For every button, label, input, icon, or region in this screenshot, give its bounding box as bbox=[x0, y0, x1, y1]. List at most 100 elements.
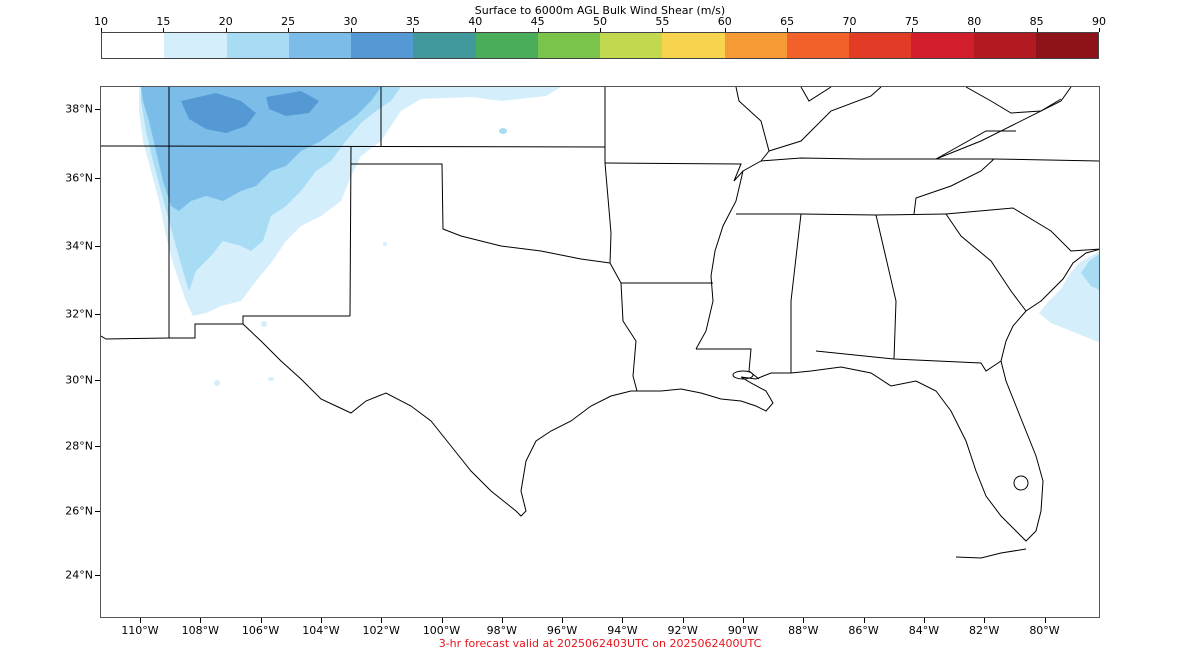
latitude-tick bbox=[95, 446, 100, 447]
colorado-oklahoma-south-border bbox=[101, 145, 606, 148]
latitude-tick bbox=[95, 246, 100, 247]
colorbar-segment bbox=[475, 33, 538, 58]
lake-pontchartrain bbox=[732, 370, 754, 380]
latitude-label: 30°N bbox=[65, 373, 93, 387]
colorbar-segment bbox=[351, 33, 414, 58]
longitude-label: 96°W bbox=[546, 624, 578, 637]
colorbar-segment bbox=[600, 33, 663, 58]
mississippi-river bbox=[695, 170, 744, 350]
ga-sc-border bbox=[945, 213, 1027, 312]
colorbar-tick-label: 50 bbox=[593, 15, 607, 28]
longitude-label: 94°W bbox=[607, 624, 638, 637]
colorbar-title: Surface to 6000m AGL Bulk Wind Shear (m/… bbox=[474, 4, 726, 17]
longitude-label: 108°W bbox=[181, 624, 219, 637]
colorbar-tick-label: 10 bbox=[94, 15, 108, 28]
colorbar-tick-label: 45 bbox=[530, 15, 545, 28]
atlantic-coast bbox=[1000, 249, 1099, 362]
colorbar-tick-label: 65 bbox=[780, 15, 795, 28]
nm-texas-border bbox=[349, 145, 352, 317]
colorbar-tick-label: 40 bbox=[468, 15, 483, 28]
latitude-label: 34°N bbox=[65, 239, 93, 253]
ohio-wv-border bbox=[935, 87, 1072, 160]
shear-speck-1 bbox=[214, 380, 220, 386]
colorbar-segment bbox=[724, 33, 787, 58]
longitude-label: 88°W bbox=[788, 624, 819, 637]
colorbar-segment bbox=[786, 33, 849, 58]
colorbar-tick-mark bbox=[350, 28, 352, 32]
colorbar-tick-label: 20 bbox=[218, 15, 233, 28]
latitude-label: 38°N bbox=[65, 102, 93, 116]
az-mexico-border bbox=[101, 335, 170, 340]
shear-speck-4 bbox=[499, 128, 507, 134]
longitude-tick bbox=[320, 618, 322, 623]
shear-speck-5 bbox=[383, 242, 387, 246]
longitude-tick bbox=[863, 618, 865, 623]
colorbar-tick-mark bbox=[911, 28, 913, 32]
latitude-tick bbox=[95, 109, 100, 110]
colorbar-tick-mark bbox=[288, 28, 290, 32]
colorbar-tick-label: 35 bbox=[405, 15, 420, 28]
longitude-label: 106°W bbox=[241, 624, 280, 637]
shear-speck-2 bbox=[268, 377, 274, 381]
al-ga-border bbox=[875, 214, 897, 360]
longitude-tick bbox=[381, 618, 383, 623]
longitude-tick bbox=[501, 618, 503, 623]
latitude-tick bbox=[95, 380, 100, 381]
longitude-tick bbox=[260, 618, 262, 623]
colorbar-tick-label: 60 bbox=[717, 15, 732, 28]
texas-panhandle bbox=[351, 163, 611, 264]
kentucky-va bbox=[935, 130, 1016, 160]
shear-field-30-35-b bbox=[266, 91, 319, 116]
longitude-tick bbox=[803, 618, 805, 623]
colorbar-segment bbox=[1035, 33, 1098, 58]
missouri-ky-border bbox=[760, 157, 1099, 162]
indiana-ohio bbox=[800, 87, 832, 102]
nc-sc-border bbox=[945, 207, 1099, 252]
colorbar-tick-mark bbox=[225, 28, 227, 32]
longitude-label: 104°W bbox=[302, 624, 340, 637]
colorbar-tick-mark bbox=[101, 28, 102, 32]
la-ms-border bbox=[696, 348, 760, 380]
nm-mexico-border bbox=[169, 315, 350, 339]
colorbar bbox=[101, 32, 1099, 59]
colorbar-segment bbox=[102, 33, 165, 58]
florida-keys bbox=[955, 548, 1027, 559]
longitude-label: 92°W bbox=[667, 624, 698, 637]
colorbar-tick-label: 25 bbox=[281, 15, 296, 28]
colorbar-segment bbox=[849, 33, 912, 58]
colorbar-tick-mark bbox=[724, 28, 726, 32]
wv-va-border bbox=[965, 87, 1062, 114]
longitude-label: 98°W bbox=[486, 624, 517, 637]
colorbar-tick-mark bbox=[412, 28, 414, 32]
colorbar-tick-label: 90 bbox=[1092, 15, 1106, 28]
colorbar-segment bbox=[973, 33, 1036, 58]
florida-panhandle-coast bbox=[790, 360, 1044, 542]
colorbar-tick-mark bbox=[849, 28, 851, 32]
longitude-label: 84°W bbox=[908, 624, 940, 637]
latitude-label: 36°N bbox=[65, 171, 93, 185]
longitude-label: 102°W bbox=[362, 624, 400, 637]
colorbar-tick-label: 15 bbox=[156, 15, 171, 28]
colorbar-segment bbox=[662, 33, 725, 58]
arkansas-louisiana-border bbox=[609, 262, 713, 284]
map-frame bbox=[100, 86, 1100, 618]
texas-louisiana-border bbox=[620, 282, 638, 392]
illinois-indiana bbox=[735, 87, 770, 162]
longitude-tick bbox=[562, 618, 564, 623]
longitude-tick bbox=[622, 618, 624, 623]
colorbar-segment bbox=[226, 33, 289, 58]
longitude-label: 82°W bbox=[969, 624, 1000, 637]
colorbar-tick-mark bbox=[974, 28, 976, 32]
colorbar-segment bbox=[288, 33, 351, 58]
kentucky-ohio-river bbox=[768, 87, 882, 152]
colorbar-tick-label: 80 bbox=[967, 15, 982, 28]
fl-panhandle-border bbox=[815, 350, 1002, 372]
state-borders bbox=[101, 87, 1099, 392]
colorbar-tick-label: 75 bbox=[904, 15, 919, 28]
latitude-label: 32°N bbox=[65, 307, 93, 321]
latitude-label: 28°N bbox=[65, 439, 93, 453]
texas-coast bbox=[242, 323, 632, 517]
tn-nc-border bbox=[913, 158, 995, 215]
longitude-tick bbox=[743, 618, 744, 623]
ms-al-border bbox=[790, 213, 802, 373]
